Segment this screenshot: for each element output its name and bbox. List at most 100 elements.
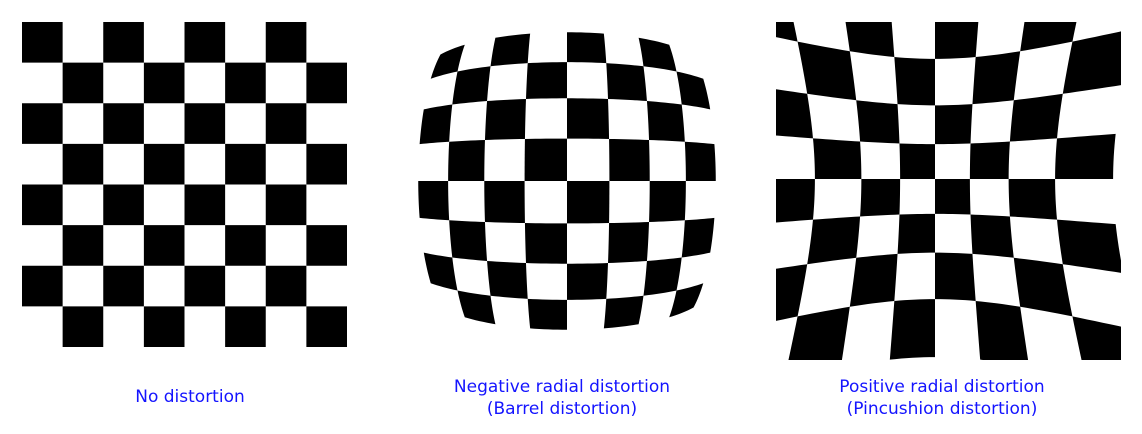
checkerboard-squares: [418, 32, 716, 330]
checker-square: [103, 265, 144, 307]
checker-square: [484, 181, 525, 224]
checker-square: [894, 56, 935, 106]
checker-square: [776, 22, 798, 42]
checker-square: [567, 263, 609, 300]
checker-square: [22, 265, 63, 307]
checker-square: [423, 252, 458, 291]
pincushion-distortion-caption: Positive radial distortion (Pincushion d…: [752, 376, 1132, 420]
checker-square: [567, 181, 610, 224]
checker-square: [845, 22, 895, 57]
checker-square: [1055, 133, 1116, 179]
checker-square: [897, 213, 935, 254]
checker-square: [646, 101, 685, 142]
checker-square: [143, 306, 185, 347]
checker-square: [452, 66, 491, 105]
checker-square: [265, 103, 307, 144]
checker-square: [22, 103, 63, 144]
checker-square: [609, 138, 650, 181]
caption-line: Negative radial distortion: [453, 377, 671, 397]
checker-square: [225, 143, 266, 185]
checker-square: [935, 104, 973, 145]
checker-square: [22, 184, 63, 226]
checker-square: [184, 22, 226, 63]
checker-square: [524, 223, 567, 264]
no-distortion-caption: No distortion: [0, 386, 380, 408]
checkerboard-squares: [22, 22, 347, 347]
checker-square: [225, 62, 266, 104]
checker-square: [935, 179, 971, 215]
checker-square: [265, 184, 307, 226]
checker-square: [788, 306, 850, 360]
checker-square: [449, 220, 488, 261]
caption-line: (Barrel distortion): [486, 399, 638, 419]
checker-square: [975, 301, 1029, 360]
checkerboard-squares: [776, 22, 1121, 360]
checker-square: [265, 22, 307, 63]
checker-square: [306, 143, 347, 185]
checker-square: [776, 89, 813, 139]
checker-square: [524, 138, 567, 181]
caption-line: Positive radial distortion: [839, 377, 1045, 397]
checker-square: [184, 103, 226, 144]
checker-square: [849, 253, 898, 307]
checker-square: [525, 62, 567, 99]
checker-square: [62, 143, 104, 185]
checker-square: [1009, 93, 1063, 142]
checker-square: [606, 63, 647, 102]
checker-square: [225, 306, 266, 347]
checker-square: [972, 51, 1021, 105]
barrel-distortion-checkerboard: [418, 32, 716, 330]
checker-square: [487, 260, 528, 299]
checker-square: [225, 225, 266, 266]
checker-square: [776, 179, 815, 223]
checker-square: [143, 62, 185, 104]
caption-line: No distortion: [135, 387, 245, 407]
checker-square: [448, 139, 485, 181]
checker-square: [797, 41, 857, 101]
checker-square: [1008, 179, 1058, 220]
checker-square: [567, 32, 607, 64]
checker-square: [143, 143, 185, 185]
checker-square: [62, 306, 104, 347]
checker-square: [1072, 316, 1121, 360]
checker-square: [490, 33, 531, 67]
checker-square: [265, 265, 307, 307]
checker-square: [457, 290, 496, 325]
checker-square: [776, 264, 808, 321]
checker-square: [62, 225, 104, 266]
checker-square: [1020, 22, 1077, 52]
checker-square: [418, 181, 450, 221]
checker-square: [856, 100, 900, 144]
checker-square: [807, 216, 861, 265]
caption-line: (Pincushion distortion): [846, 399, 1038, 419]
checker-square: [638, 37, 677, 72]
checker-square: [527, 298, 567, 330]
checker-square: [1062, 31, 1121, 94]
checker-square: [899, 143, 935, 179]
checker-square: [430, 44, 465, 79]
checker-square: [103, 184, 144, 226]
checker-square: [143, 225, 185, 266]
checker-square: [1013, 257, 1073, 317]
checker-square: [684, 141, 716, 181]
checker-square: [649, 181, 686, 223]
checker-square: [676, 71, 711, 110]
pincushion-distortion-checkerboard: [776, 22, 1121, 360]
checker-square: [860, 179, 901, 217]
checker-square: [184, 184, 226, 226]
checker-square: [22, 22, 63, 63]
checker-square: [103, 103, 144, 144]
checker-square: [306, 62, 347, 104]
no-distortion-checkerboard: [22, 22, 347, 347]
checker-square: [889, 299, 935, 360]
checker-square: [567, 98, 610, 139]
checker-square: [970, 214, 1014, 258]
checker-square: [812, 138, 862, 179]
checker-square: [935, 22, 979, 59]
barrel-distortion-caption: Negative radial distortion (Barrel disto…: [372, 376, 752, 420]
checker-square: [184, 265, 226, 307]
checker-square: [603, 295, 644, 329]
checker-square: [306, 225, 347, 266]
checker-square: [669, 283, 704, 318]
checker-square: [419, 104, 453, 145]
